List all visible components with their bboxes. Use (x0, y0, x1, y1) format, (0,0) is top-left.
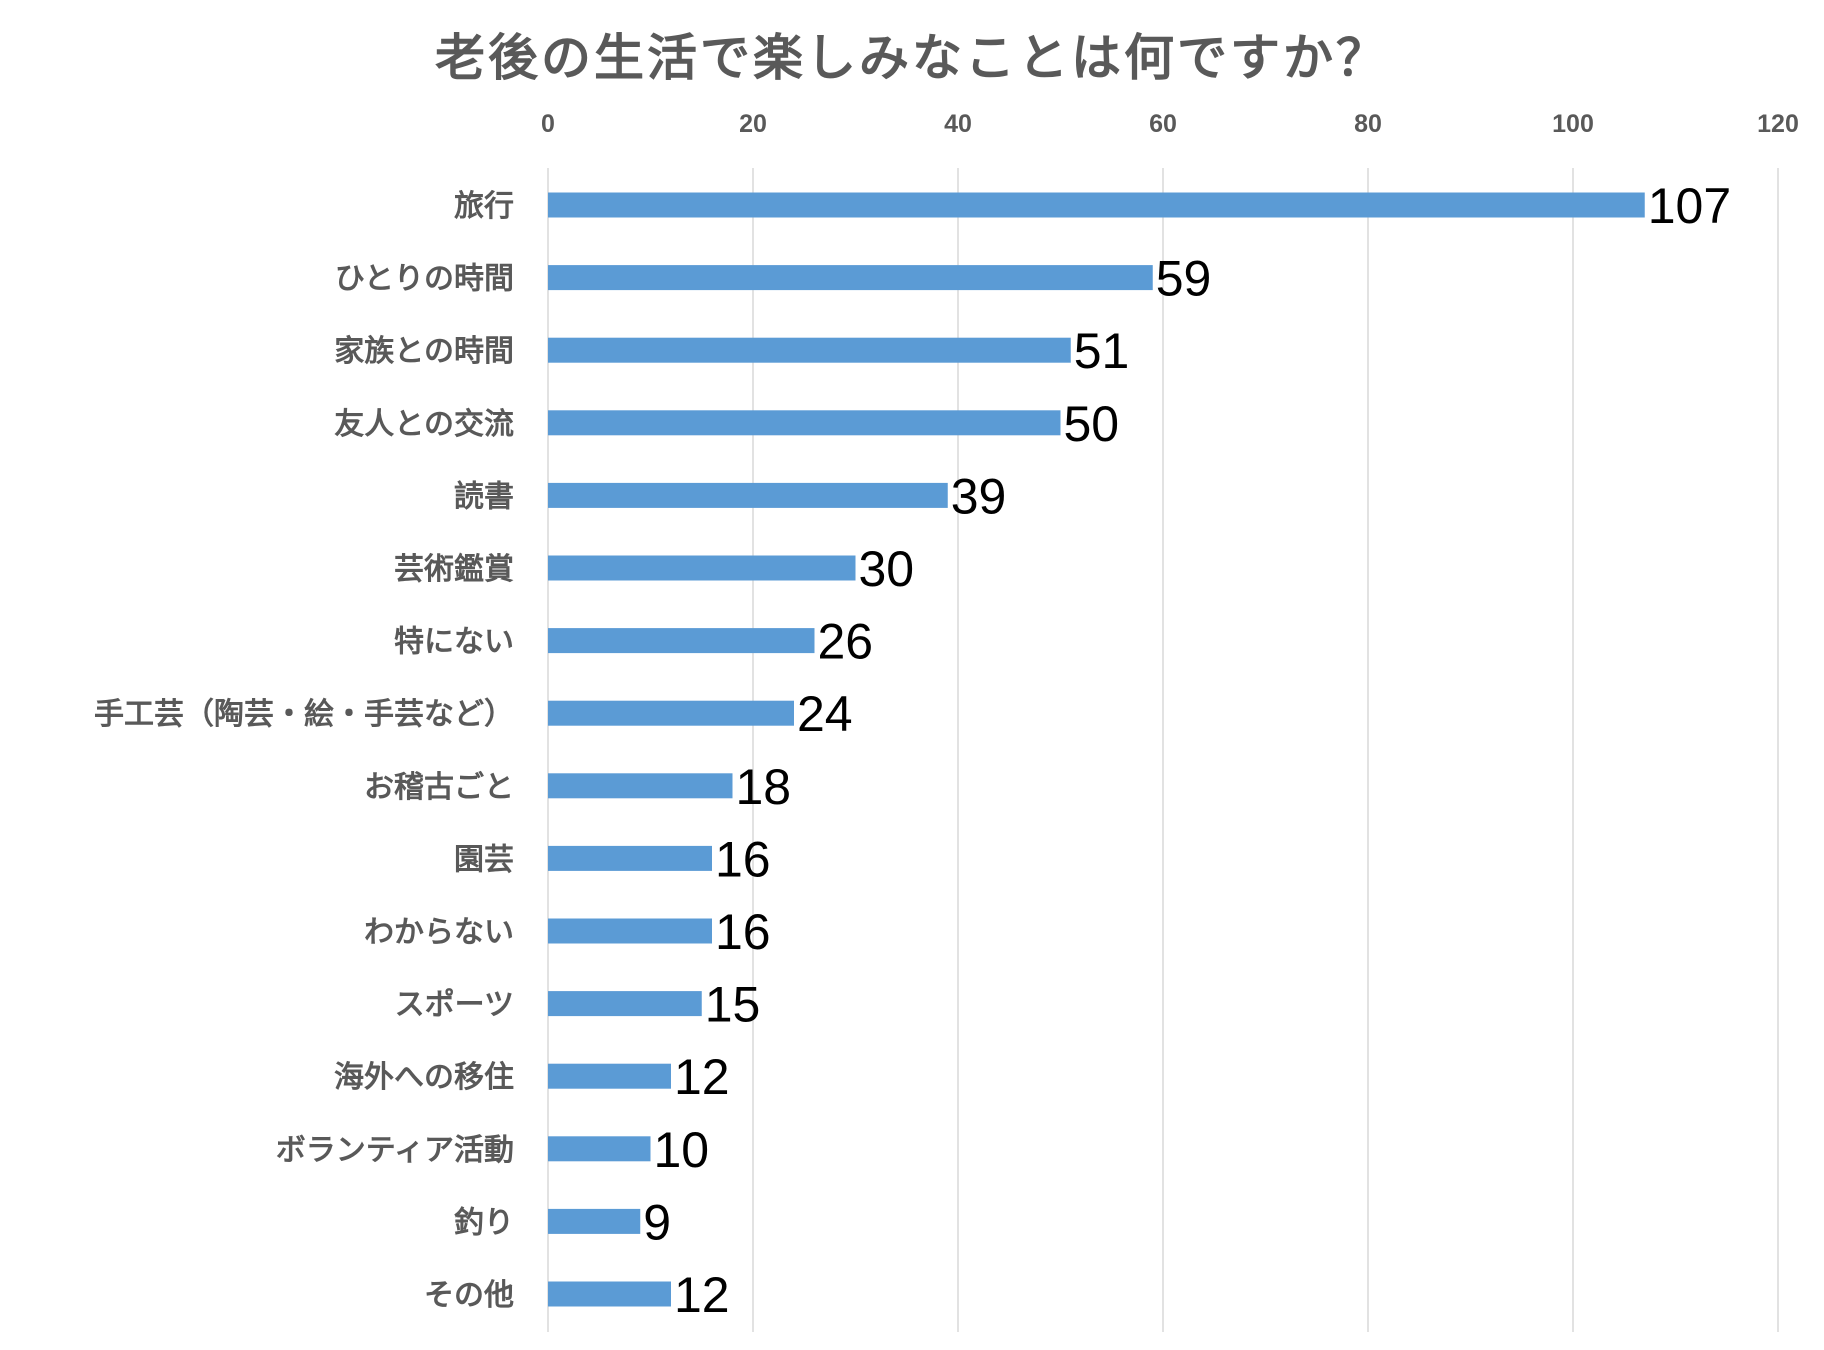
x-tick-label: 40 (944, 110, 972, 138)
x-tick-label: 80 (1354, 110, 1382, 138)
data-label: 59 (1156, 251, 1212, 307)
category-label: 手工芸（陶芸・絵・手芸など） (94, 697, 514, 732)
data-label: 12 (674, 1267, 730, 1323)
x-tick-label: 60 (1149, 110, 1177, 138)
bar-0 (548, 192, 1645, 218)
bar-13 (548, 1136, 651, 1162)
bar-14 (548, 1208, 641, 1234)
category-label: 特にない (394, 625, 514, 660)
x-tick-label: 0 (541, 110, 555, 138)
bar-6 (548, 628, 815, 654)
data-label: 18 (736, 759, 792, 815)
data-label: 30 (859, 541, 915, 597)
category-label: ボランティア活動 (276, 1133, 514, 1168)
data-label: 39 (951, 468, 1007, 524)
bar-15 (548, 1281, 671, 1307)
bar-1 (548, 265, 1153, 291)
category-label: 園芸 (454, 842, 514, 877)
x-tick-label: 20 (739, 110, 767, 138)
data-label: 10 (654, 1122, 710, 1178)
data-label: 16 (715, 831, 771, 887)
bar-12 (548, 1063, 671, 1089)
bar-11 (548, 991, 702, 1017)
category-label: 海外への移住 (334, 1060, 514, 1095)
category-label: 友人との交流 (334, 407, 514, 442)
category-label: 旅行 (454, 189, 514, 224)
data-label: 51 (1074, 323, 1130, 379)
category-label: その他 (424, 1278, 514, 1313)
data-label: 9 (643, 1194, 671, 1250)
x-tick-label: 100 (1552, 110, 1594, 138)
category-label: 芸術鑑賞 (394, 552, 514, 587)
bar-9 (548, 845, 712, 871)
data-label: 107 (1648, 178, 1731, 234)
data-label: 24 (797, 686, 853, 742)
category-label: ひとりの時間 (335, 262, 514, 297)
bar-7 (548, 700, 794, 726)
x-tick-label: 120 (1757, 110, 1799, 138)
category-label: 家族との時間 (334, 334, 514, 369)
bars (548, 192, 1645, 1307)
bar-4 (548, 482, 948, 508)
data-label: 16 (715, 904, 771, 960)
category-label: 釣り (454, 1205, 514, 1240)
data-label: 15 (705, 977, 761, 1033)
data-label: 12 (674, 1049, 730, 1105)
bar-10 (548, 918, 712, 944)
bar-2 (548, 337, 1071, 363)
x-axis-ticks: 0 20 40 60 80 100 120 (541, 110, 1799, 138)
category-label: わからない (364, 915, 514, 950)
bar-8 (548, 773, 733, 799)
bar-3 (548, 410, 1061, 436)
data-label: 26 (818, 614, 874, 670)
chart-title: 老後の生活で楽しみなことは何ですか？ (435, 29, 1389, 87)
category-labels: 旅行ひとりの時間家族との時間友人との交流読書芸術鑑賞特にない手工芸（陶芸・絵・手… (94, 189, 514, 1313)
category-label: 読書 (454, 479, 514, 514)
category-label: お稽古ごと (364, 770, 514, 805)
category-label: スポーツ (395, 988, 514, 1023)
data-label: 50 (1064, 396, 1120, 452)
bar-5 (548, 555, 856, 581)
